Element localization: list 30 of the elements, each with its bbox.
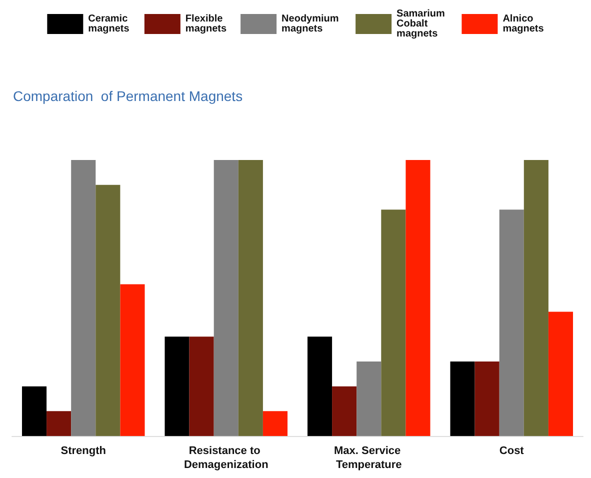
- legend-label: Flexible magnets: [185, 14, 227, 34]
- bar: [71, 160, 96, 436]
- bar: [96, 184, 120, 436]
- bar: [262, 411, 288, 436]
- legend-label: Alnico magnets: [502, 14, 544, 34]
- bar: [164, 336, 190, 436]
- x-tick-label: Cost: [499, 445, 524, 457]
- bar: [22, 386, 47, 436]
- bar: [474, 361, 500, 436]
- bar: [356, 361, 382, 436]
- chart-title: Comparation of Permanent Magnets: [13, 88, 243, 104]
- bar: [381, 210, 406, 436]
- bar: [238, 160, 263, 436]
- x-tick-label: Resistance to Demagenization: [184, 445, 269, 471]
- bar: [332, 386, 357, 436]
- bar: [214, 160, 238, 436]
- bar: [406, 160, 430, 436]
- bar: [524, 160, 548, 436]
- legend-label: Samarium Cobalt magnets: [396, 8, 448, 40]
- bar: [499, 210, 524, 436]
- x-tick-label: Max. Service Temperature: [334, 445, 404, 471]
- x-tick-label: Strength: [60, 445, 106, 457]
- bar: [189, 336, 214, 436]
- bar: [307, 336, 332, 436]
- legend-label: Ceramic magnets: [88, 14, 130, 34]
- bar: [450, 361, 475, 436]
- legend-label: Neodymium magnets: [282, 14, 342, 34]
- bar: [46, 411, 72, 436]
- bar: [548, 312, 574, 436]
- bar: [120, 284, 145, 436]
